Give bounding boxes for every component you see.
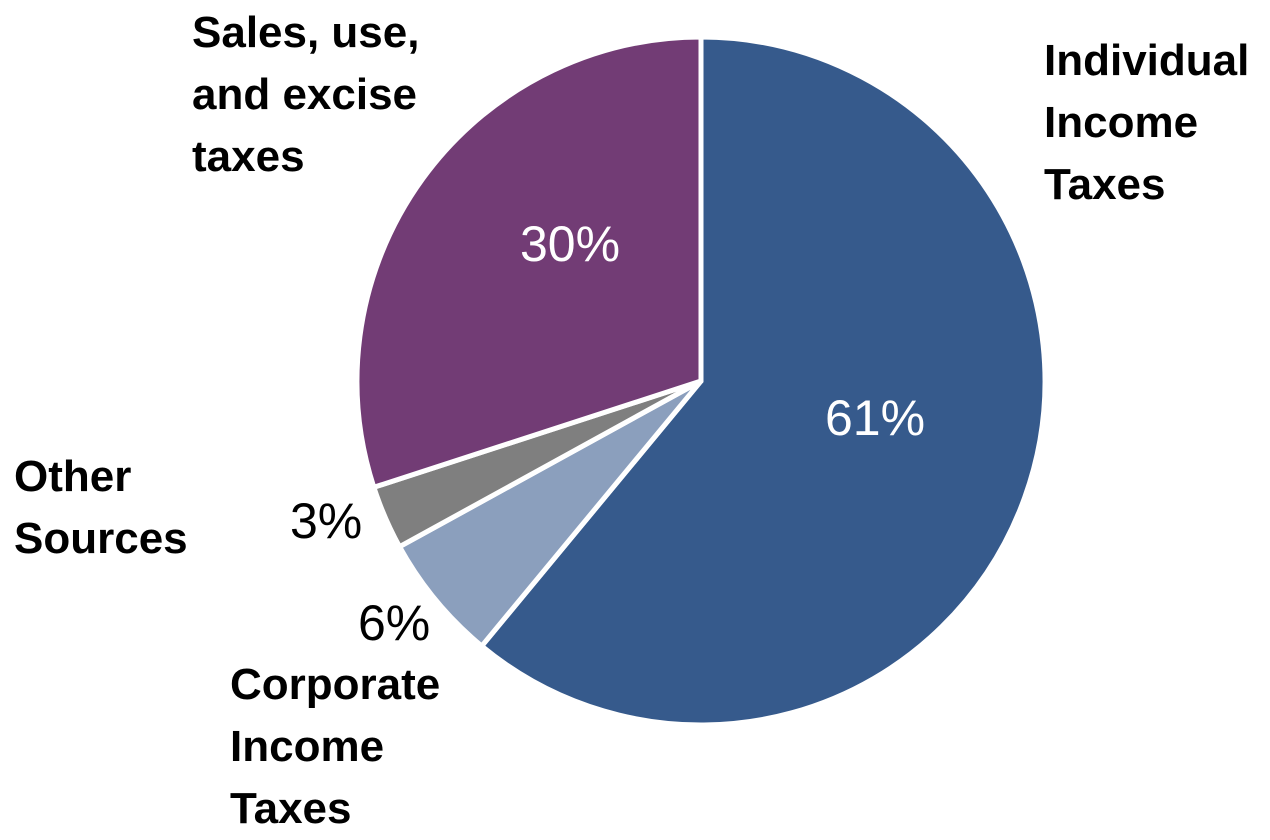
label-sales-use-excise-taxes: Sales, use, and excise taxes — [192, 8, 420, 181]
value-label-sales-use-excise-taxes: 30% — [520, 216, 621, 272]
slice-individual-income-taxes — [479, 34, 1048, 728]
label-other-sources: Other Sources — [14, 452, 188, 563]
value-label-other-sources: 3% — [290, 493, 363, 549]
slice-corporate-income-taxes — [397, 378, 704, 649]
slice-sales-use-excise-taxes — [354, 34, 704, 490]
label-corporate-income-taxes: Corporate Income Taxes — [230, 660, 441, 833]
value-label-corporate-income-taxes: 6% — [358, 595, 431, 651]
label-individual-income-taxes: Individual Income Taxes — [1044, 36, 1250, 209]
value-label-individual-income-taxes: 61% — [825, 390, 926, 446]
